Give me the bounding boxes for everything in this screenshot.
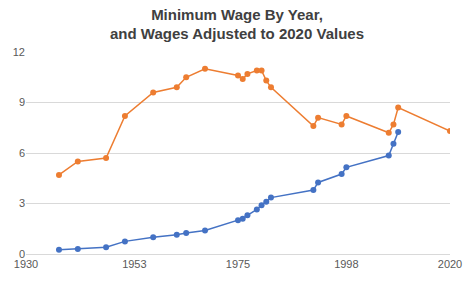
svg-text:6: 6 <box>19 147 25 159</box>
svg-text:0: 0 <box>19 248 25 260</box>
svg-text:9: 9 <box>19 96 25 108</box>
svg-text:2020: 2020 <box>438 258 462 270</box>
svg-text:1930: 1930 <box>14 258 38 270</box>
svg-text:Minimum Wage By Year,and Wages: Minimum Wage By Year,and Wages Adjusted … <box>110 6 364 43</box>
svg-text:1998: 1998 <box>334 258 358 270</box>
svg-text:3: 3 <box>19 197 25 209</box>
svg-text:1953: 1953 <box>122 258 146 270</box>
svg-text:12: 12 <box>13 46 25 58</box>
svg-text:1975: 1975 <box>226 258 250 270</box>
